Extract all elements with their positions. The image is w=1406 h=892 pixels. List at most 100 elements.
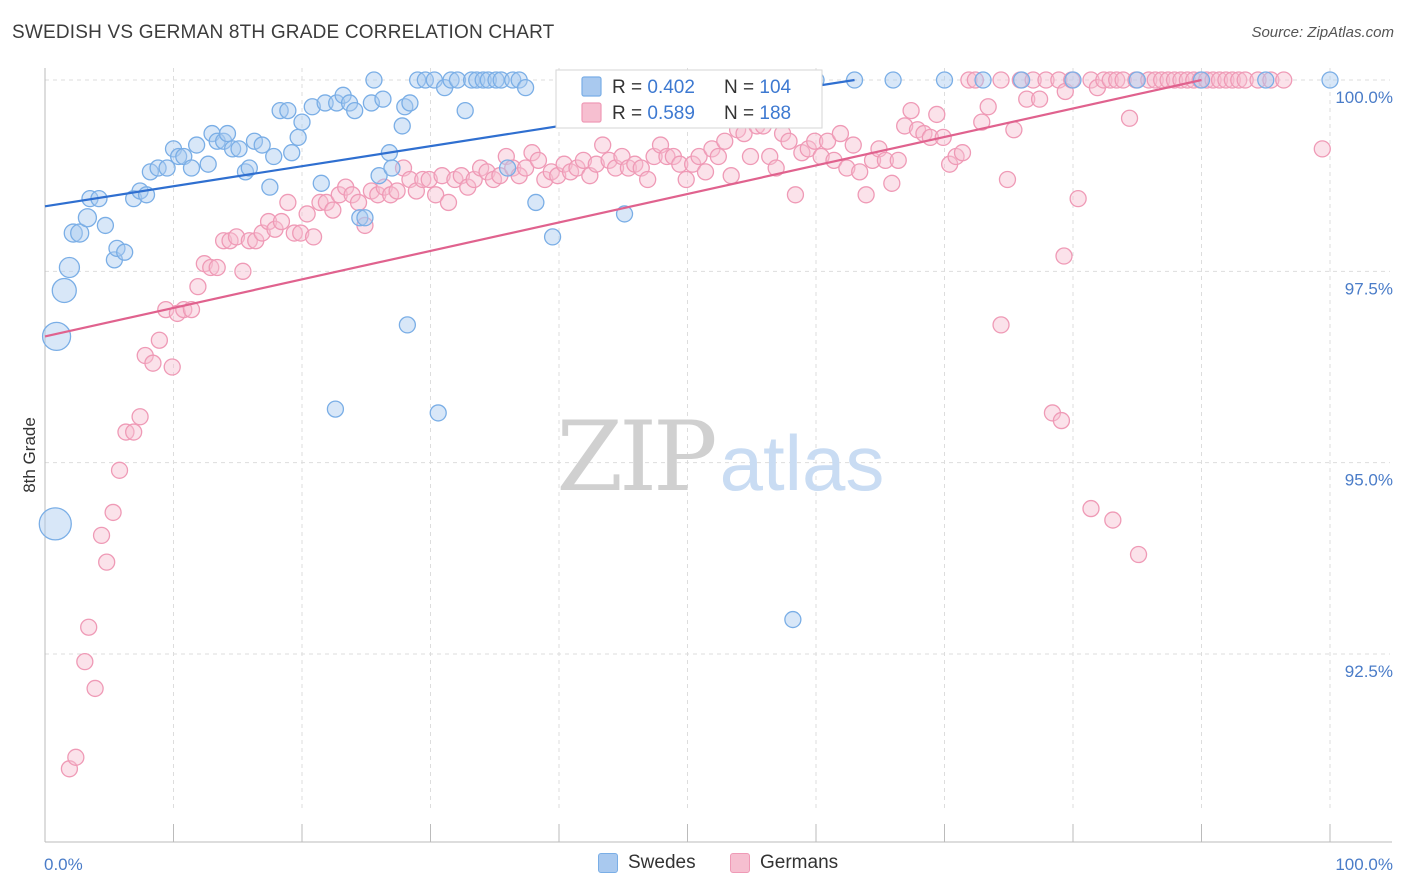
- german-point: [587, 155, 605, 173]
- swede-point: [504, 71, 522, 89]
- swede-point: [96, 216, 115, 235]
- swede-point: [289, 128, 307, 147]
- legend-n-label: N =: [724, 77, 759, 98]
- german-point: [285, 224, 303, 242]
- svg-text:R = 0.402: R = 0.402: [612, 77, 695, 98]
- german-point: [1236, 71, 1254, 89]
- german-point: [1223, 71, 1241, 89]
- swede-point: [442, 71, 460, 89]
- svg-text:N = 104: N = 104: [724, 77, 792, 98]
- swede-point: [351, 209, 369, 227]
- german-point: [818, 132, 837, 150]
- swede-point: [199, 155, 217, 173]
- german-point: [240, 232, 258, 250]
- german-point: [234, 262, 252, 280]
- legend-r-label: R =: [612, 77, 647, 98]
- german-point: [92, 526, 111, 545]
- german-point: [696, 163, 715, 181]
- swede-point: [356, 209, 374, 227]
- german-point: [292, 224, 310, 242]
- y-tick-label: 100.0%: [1335, 88, 1393, 107]
- swede-point: [1128, 71, 1146, 89]
- german-point: [131, 408, 149, 426]
- swede-point: [77, 208, 98, 228]
- german-point: [208, 258, 226, 277]
- legend-r-value: 0.589: [647, 103, 695, 124]
- legend-n-value: 104: [759, 77, 791, 98]
- german-point: [1108, 71, 1126, 89]
- german-point: [76, 653, 94, 671]
- german-point: [279, 193, 297, 212]
- german-point: [163, 358, 181, 376]
- german-point: [272, 212, 291, 231]
- german-point: [639, 170, 657, 189]
- german-point: [1082, 499, 1100, 518]
- legend-item-germans: Germans: [730, 852, 838, 874]
- swede-point: [283, 144, 301, 162]
- tick-labels: 100.0% 97.5% 95.0% 92.5% 0.0% 100.0%: [44, 88, 1393, 874]
- swede-point: [182, 159, 201, 177]
- data-points: [38, 71, 1339, 778]
- swede-point: [784, 610, 802, 629]
- german-point: [883, 174, 901, 192]
- german-point: [722, 167, 740, 185]
- german-point: [420, 170, 438, 189]
- swede-point: [474, 71, 492, 89]
- swede-point: [498, 159, 517, 177]
- swede-point: [1257, 71, 1275, 89]
- german-point: [838, 159, 856, 177]
- swede-point: [149, 159, 167, 177]
- german-point: [227, 228, 246, 246]
- german-point: [311, 193, 329, 212]
- swede-point: [169, 147, 188, 166]
- swede-point: [416, 71, 435, 89]
- swede-point: [401, 94, 419, 112]
- svg-text:R = 0.589: R = 0.589: [612, 103, 695, 124]
- german-point: [433, 167, 451, 185]
- swede-point: [230, 140, 248, 158]
- german-point: [110, 461, 129, 479]
- y-tick-label: 97.5%: [1345, 279, 1393, 298]
- german-point: [574, 151, 593, 170]
- german-point: [594, 136, 612, 154]
- german-point: [304, 228, 323, 246]
- swede-point: [293, 113, 311, 131]
- germans-trend-line: [44, 78, 1202, 338]
- german-point: [928, 105, 946, 124]
- swede-point: [38, 507, 72, 541]
- swede-point: [240, 159, 258, 177]
- german-point: [1217, 71, 1235, 89]
- swede-point: [187, 136, 206, 154]
- german-point: [324, 201, 342, 219]
- german-point: [104, 503, 122, 522]
- german-point: [973, 113, 991, 131]
- german-point: [1101, 71, 1119, 89]
- german-point: [979, 98, 997, 116]
- german-point: [1210, 71, 1229, 89]
- swede-point: [516, 79, 535, 97]
- german-point: [144, 354, 162, 372]
- german-point: [426, 186, 445, 204]
- german-point: [896, 117, 914, 135]
- legend-n-value: 188: [759, 103, 791, 124]
- legend-item-swedes: Swedes: [598, 852, 696, 874]
- german-point: [298, 205, 316, 223]
- swede-point: [383, 159, 401, 177]
- swede-point: [223, 140, 242, 158]
- german-point: [992, 71, 1010, 89]
- german-point: [1095, 71, 1113, 89]
- german-point: [1230, 71, 1248, 89]
- swede-point: [326, 400, 345, 418]
- german-point: [150, 331, 169, 349]
- chart-title: SWEDISH VS GERMAN 8TH GRADE CORRELATION …: [12, 22, 555, 43]
- swede-point: [58, 256, 81, 279]
- german-point: [1030, 90, 1049, 108]
- swede-point: [1012, 71, 1031, 89]
- source-credit: Source: ZipAtlas.com: [1251, 24, 1394, 41]
- swede-point: [884, 71, 902, 89]
- german-point: [80, 618, 98, 636]
- german-point: [806, 132, 824, 150]
- swede-point: [51, 277, 77, 304]
- german-point: [780, 132, 798, 150]
